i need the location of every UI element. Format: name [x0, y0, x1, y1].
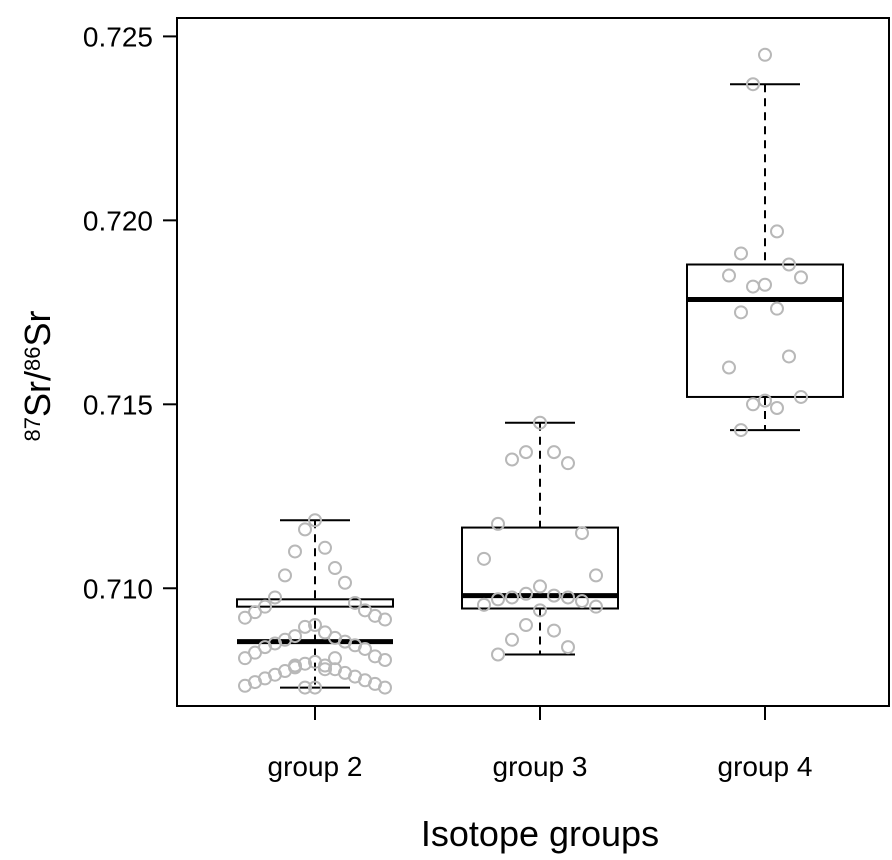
x-axis-title: Isotope groups	[421, 813, 659, 854]
data-point	[519, 586, 533, 601]
data-point	[491, 647, 505, 662]
y-axis-title: 87Sr/86Sr	[17, 310, 58, 441]
data-point	[758, 393, 772, 408]
data-point	[561, 640, 575, 655]
data-point	[238, 610, 252, 625]
data-point	[338, 575, 352, 590]
y-axis-title-main1: Sr/	[17, 371, 58, 417]
data-point	[561, 590, 575, 605]
x-tick-label: group 2	[268, 751, 363, 782]
data-point	[734, 246, 748, 261]
data-point	[308, 618, 322, 633]
data-point	[746, 279, 760, 294]
y-axis-title-main2: Sr	[17, 310, 58, 346]
data-point	[575, 594, 589, 609]
data-point	[547, 588, 561, 603]
y-axis-title-sup1: 87	[20, 417, 45, 441]
data-point	[505, 590, 519, 605]
data-point	[477, 597, 491, 612]
data-point	[298, 619, 312, 634]
y-tick-label: 0.710	[83, 573, 153, 604]
data-point	[288, 658, 302, 673]
data-point	[268, 590, 282, 605]
box-iqr	[686, 263, 844, 398]
data-point	[547, 623, 561, 638]
data-point	[770, 400, 784, 415]
data-point	[505, 632, 519, 647]
data-point	[561, 456, 575, 471]
data-point	[238, 651, 252, 666]
data-point	[770, 224, 784, 239]
data-point	[734, 305, 748, 320]
data-point	[519, 445, 533, 460]
x-tick-label: group 3	[493, 751, 588, 782]
data-point	[298, 522, 312, 537]
data-point	[328, 651, 342, 666]
data-point	[238, 678, 252, 693]
y-tick-label: 0.715	[83, 389, 153, 420]
data-point	[734, 423, 748, 438]
plot-content	[236, 47, 844, 695]
data-point	[782, 257, 796, 272]
data-point	[589, 568, 603, 583]
data-point	[533, 603, 547, 618]
data-point	[505, 452, 519, 467]
y-tick-label: 0.720	[83, 205, 153, 236]
data-point	[378, 680, 392, 695]
data-point	[722, 268, 736, 283]
box-iqr	[461, 526, 619, 610]
data-point	[491, 592, 505, 607]
data-point	[477, 551, 491, 566]
data-point	[547, 445, 561, 460]
data-point	[794, 389, 808, 404]
data-point	[589, 599, 603, 614]
data-point	[308, 513, 322, 528]
x-tick-label: group 4	[718, 751, 813, 782]
data-point	[794, 270, 808, 285]
y-axis-title-sup2: 86	[20, 347, 45, 371]
data-point	[318, 540, 332, 555]
data-point	[758, 277, 772, 292]
data-point	[348, 595, 362, 610]
data-point	[758, 47, 772, 62]
data-point	[318, 662, 332, 677]
y-tick-label: 0.725	[83, 21, 153, 52]
plot-frame	[176, 17, 890, 707]
data-point	[378, 653, 392, 668]
data-point	[746, 397, 760, 412]
data-point	[782, 349, 796, 364]
data-point	[288, 544, 302, 559]
data-point	[770, 301, 784, 316]
box-iqr	[236, 598, 394, 608]
data-point	[278, 568, 292, 583]
data-point	[519, 618, 533, 633]
data-point	[298, 680, 312, 695]
data-point	[491, 516, 505, 531]
x-axis: group 2 group 3 group 4	[268, 706, 813, 782]
data-point	[378, 612, 392, 627]
data-point	[308, 680, 322, 695]
data-point	[358, 641, 372, 656]
data-point	[746, 77, 760, 92]
data-point	[533, 579, 547, 594]
data-point	[328, 561, 342, 576]
y-axis: 0.710 0.715 0.720 0.725	[83, 21, 177, 604]
data-point	[533, 415, 547, 430]
data-point	[722, 360, 736, 375]
data-point	[575, 526, 589, 541]
